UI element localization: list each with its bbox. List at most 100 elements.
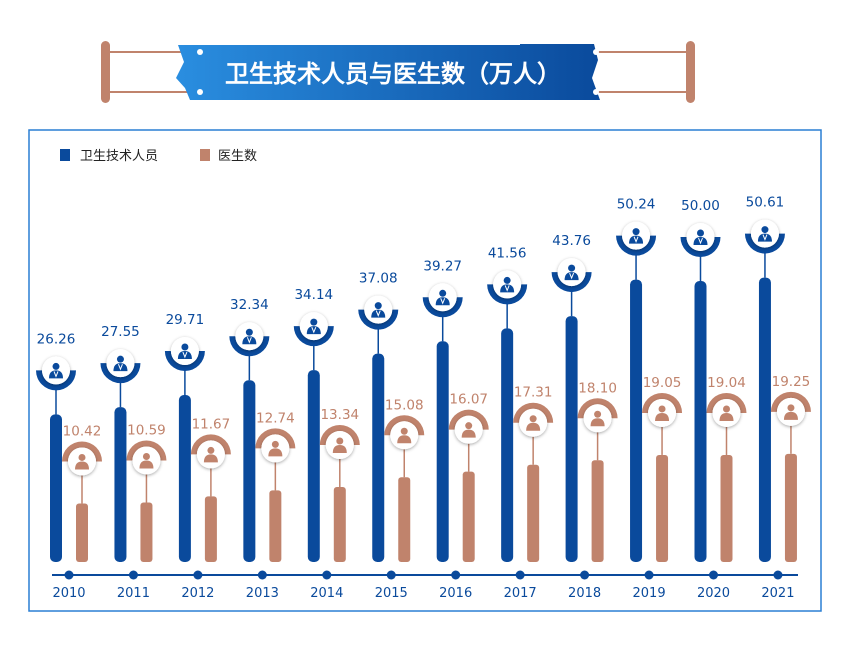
person-icon-body: [332, 445, 347, 454]
data-label-staff: 37.08: [359, 271, 398, 287]
person-icon: [719, 405, 734, 421]
bar-doctors: [140, 502, 153, 562]
doctor-icon-coat: [698, 237, 703, 245]
data-label-doctors: 15.08: [385, 397, 424, 413]
doctor-icon: [177, 343, 192, 360]
x-axis-dot: [386, 570, 396, 580]
x-tick-label: 2011: [117, 586, 150, 601]
data-label-staff: 32.34: [230, 297, 269, 313]
person-icon-head: [658, 405, 666, 413]
bar-staff: [50, 414, 62, 562]
arc-doctors: [706, 392, 747, 413]
legend-swatch-staff: [60, 149, 70, 161]
data-label-staff: 26.26: [37, 331, 76, 347]
doctor-icon-head: [181, 343, 189, 351]
arc-doctors: [770, 391, 811, 412]
data-label-staff: 41.56: [488, 245, 527, 261]
bar-staff: [630, 279, 643, 562]
doctor-icon-coat: [117, 363, 123, 371]
person-icon: [783, 404, 798, 420]
data-label-doctors: 12.74: [256, 410, 295, 426]
doctor-icon-coat: [311, 326, 317, 334]
ring-staff: [164, 351, 205, 372]
data-label-doctors: 19.25: [772, 374, 811, 390]
person-icon: [139, 452, 154, 469]
arc-doctors: [319, 425, 360, 446]
person-icon: [590, 410, 605, 427]
doctor-icon-body: [371, 309, 386, 318]
arc-doctors: [577, 398, 618, 419]
bar-staff: [178, 395, 191, 562]
x-axis-dot: [257, 570, 267, 580]
doctor-icon-body: [693, 237, 708, 245]
bar-staff: [372, 353, 385, 562]
doctor-icon-coat: [569, 272, 575, 280]
doctor-icon-head: [568, 264, 576, 272]
person-icon-body: [397, 435, 412, 444]
bar-doctors: [527, 464, 540, 562]
ring-staff: [616, 235, 657, 256]
bar-staff: [243, 380, 256, 562]
doctor-icon-body: [177, 351, 192, 360]
person-icon-head: [336, 437, 344, 445]
person-icon-head: [529, 415, 537, 423]
ring-staff: [680, 237, 721, 257]
bar-doctors: [269, 490, 282, 562]
data-label-staff: 34.14: [294, 287, 333, 303]
person-icon-body: [461, 429, 476, 438]
data-label-doctors: 18.10: [578, 380, 617, 396]
person-icon-body: [75, 461, 89, 470]
person-icon-head: [271, 440, 279, 448]
bar-staff: [114, 407, 127, 562]
data-label-doctors: 10.59: [127, 422, 166, 438]
x-axis-dot: [515, 570, 525, 580]
doctor-icon-body: [629, 235, 644, 244]
person-icon-head: [594, 410, 602, 418]
doctor-icon-body: [757, 233, 772, 242]
chart-title: 卫生技术人员与医生数（万人）: [225, 60, 561, 88]
doctor-icon-coat: [762, 234, 768, 241]
person-icon: [75, 453, 89, 470]
data-label-staff: 39.27: [423, 258, 462, 274]
legend-swatch-doctors: [200, 149, 210, 161]
x-tick-label: 2020: [697, 586, 730, 601]
doctor-icon-head: [310, 318, 318, 326]
bar-staff: [565, 316, 578, 562]
x-tick-label: 2021: [761, 586, 794, 601]
doctor-icon-head: [439, 289, 447, 297]
bar-staff: [501, 328, 514, 562]
doctor-icon-body: [564, 272, 579, 281]
person-icon: [461, 422, 476, 438]
data-label-doctors: 11.67: [192, 416, 231, 432]
arc-doctors: [255, 428, 296, 449]
person-icon-head: [465, 422, 473, 430]
chart-frame: [28, 129, 822, 612]
doctor-icon: [242, 328, 257, 345]
data-label-staff: 50.61: [746, 195, 785, 211]
doctor-icon-coat: [633, 236, 639, 243]
title-banner: 卫生技术人员与医生数（万人）: [101, 41, 695, 103]
x-tick-label: 2016: [439, 586, 472, 601]
bar-staff: [694, 281, 707, 562]
doctor-icon-coat: [375, 310, 381, 317]
x-tick-label: 2019: [633, 586, 666, 601]
legend-label-staff: 卫生技术人员: [80, 149, 158, 164]
x-axis-dot: [580, 570, 590, 580]
bar-doctors: [784, 453, 797, 562]
data-label-doctors: 19.05: [643, 375, 682, 391]
data-label-doctors: 17.31: [514, 385, 553, 401]
data-label-staff: 50.24: [617, 197, 656, 213]
doctor-icon-head: [632, 228, 640, 236]
doctor-icon-body: [435, 297, 450, 306]
doctor-icon: [113, 355, 128, 372]
doctor-icon-body: [49, 370, 63, 379]
bar-doctors: [591, 460, 604, 562]
person-icon-body: [203, 454, 218, 463]
doctor-icon: [49, 362, 63, 379]
person-icon-head: [78, 453, 86, 461]
data-label-doctors: 16.07: [449, 392, 488, 408]
doctor-icon-coat: [53, 371, 59, 378]
data-label-staff: 50.00: [681, 198, 720, 214]
data-label-doctors: 10.42: [63, 423, 102, 439]
